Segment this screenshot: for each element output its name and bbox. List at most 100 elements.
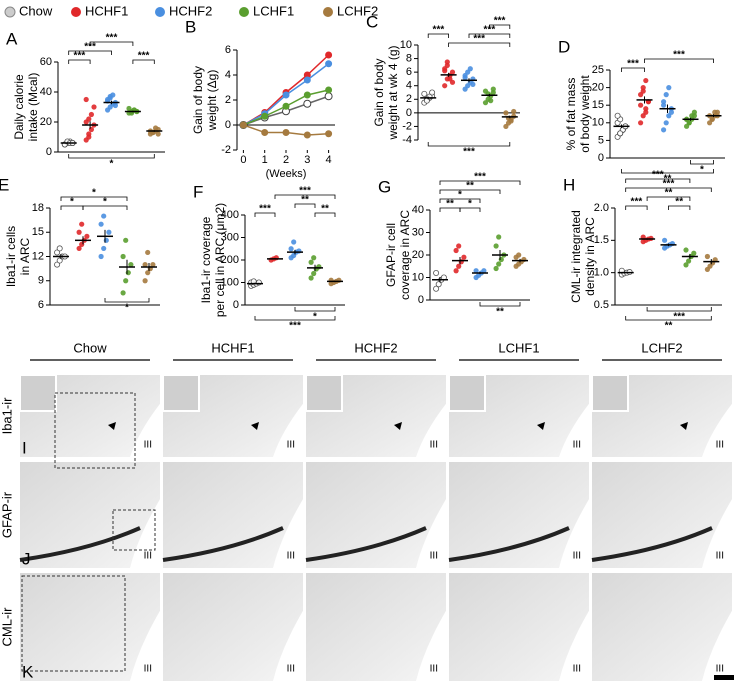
marker: III <box>573 440 581 451</box>
point <box>303 76 311 84</box>
panel-letter: E <box>0 175 9 194</box>
point <box>107 93 113 100</box>
significance-bracket <box>294 307 336 312</box>
y-axis-label: density in ARC <box>583 217 597 296</box>
point <box>662 237 668 243</box>
inset <box>448 374 486 412</box>
y-tick-label: 5 <box>598 134 604 146</box>
marker: III <box>287 440 295 451</box>
point <box>76 245 82 252</box>
point <box>666 85 672 91</box>
significance-label: *** <box>652 170 664 181</box>
point <box>709 116 715 122</box>
point <box>704 253 711 260</box>
point <box>311 270 317 277</box>
significance-bracket <box>621 169 714 174</box>
significance-bracket <box>294 203 316 208</box>
point <box>421 90 428 97</box>
y-axis-label: Gain of body <box>372 58 386 126</box>
significance-label: * <box>468 199 472 210</box>
point <box>282 91 290 99</box>
significance-bracket <box>254 212 276 217</box>
significance-label: *** <box>631 197 643 208</box>
significance-bracket <box>132 59 155 64</box>
y-tick-label: 1.5 <box>594 234 609 246</box>
ventricle <box>702 499 732 568</box>
ventricle <box>273 499 303 568</box>
point <box>288 246 294 252</box>
y-axis-label: intake (Mcal) <box>26 73 40 142</box>
y-tick-label: 100 <box>221 276 239 288</box>
significance-label: *** <box>433 25 445 36</box>
significance-bracket <box>68 59 91 64</box>
legend-marker <box>239 7 249 17</box>
band <box>591 526 713 562</box>
significance-label: *** <box>474 172 486 183</box>
significance-label: * <box>110 159 114 170</box>
point <box>456 243 462 249</box>
dashed-box <box>54 392 136 469</box>
point <box>449 79 456 85</box>
y-axis-label: coverage in ARC <box>398 210 412 300</box>
legend-label: Chow <box>19 3 53 18</box>
band <box>305 526 427 562</box>
ventricle <box>559 499 589 568</box>
point <box>473 268 479 274</box>
y-axis-label: per cell in ARC (μm2) <box>213 203 227 317</box>
point <box>683 247 689 253</box>
inset <box>162 374 200 412</box>
y-axis-label: Iba1-ir cells <box>4 226 18 287</box>
point <box>683 262 689 268</box>
y-axis-label: Iba1-ir coverage <box>199 216 213 303</box>
y-tick-label: 20 <box>592 82 604 94</box>
point <box>503 110 509 116</box>
point <box>145 270 151 276</box>
significance-label: *** <box>484 25 496 36</box>
y-tick-label: 0 <box>406 107 412 119</box>
point <box>470 81 476 87</box>
ventricle <box>416 499 446 568</box>
column-header: LCHF2 <box>641 340 682 355</box>
point <box>112 102 118 109</box>
point <box>456 263 462 269</box>
x-tick-label: 1 <box>262 154 268 166</box>
significance-label: *** <box>663 179 675 190</box>
point <box>668 109 675 115</box>
y-tick-label: 20 <box>40 116 52 128</box>
significance-bracket <box>68 154 155 159</box>
marker: III <box>716 551 724 562</box>
y-tick-label: 300 <box>221 231 239 243</box>
point <box>325 130 333 138</box>
point <box>153 125 159 131</box>
significance-bracket <box>254 316 336 321</box>
point <box>498 256 504 263</box>
inset <box>591 374 629 412</box>
y-tick-label: -2 <box>402 120 412 132</box>
point <box>325 60 333 68</box>
significance-label: * <box>103 197 107 208</box>
row-label: Iba1-ir <box>0 397 14 435</box>
arrowhead <box>108 422 116 430</box>
significance-label: *** <box>463 147 475 158</box>
y-axis-label: weight (Δg) <box>205 70 219 132</box>
point <box>311 255 317 261</box>
point <box>239 121 247 129</box>
significance-bracket <box>439 189 501 194</box>
significance-label: * <box>313 312 317 323</box>
y-tick-label: 400 <box>221 209 239 221</box>
point <box>261 129 269 136</box>
significance-label: * <box>458 190 462 201</box>
point <box>261 112 269 120</box>
y-tick-label: 2 <box>225 94 231 106</box>
y-axis-label: Gain of body <box>191 66 205 134</box>
row-label: GFAP-ir <box>0 491 14 538</box>
significance-label: *** <box>673 50 685 61</box>
point <box>442 83 448 89</box>
point <box>643 109 649 115</box>
point <box>496 261 502 267</box>
y-tick-label: 15 <box>592 99 604 111</box>
y-axis-label: CML-ir integrated <box>569 210 583 303</box>
y-tick-label: 40 <box>40 86 52 98</box>
panel-letter: H <box>563 175 575 194</box>
column-header: HCHF2 <box>354 340 397 355</box>
